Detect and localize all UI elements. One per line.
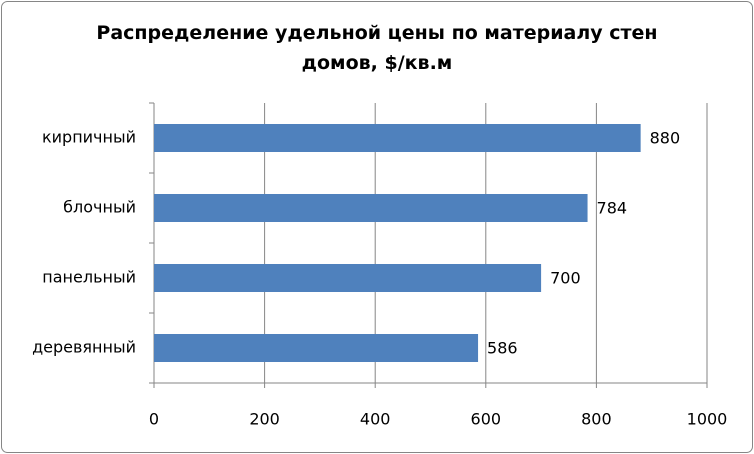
data-label: 784 <box>597 199 628 218</box>
data-label: 700 <box>550 269 581 288</box>
y-tick-label: блочный <box>63 198 136 217</box>
x-tick-label: 0 <box>149 410 159 429</box>
x-tick-label: 600 <box>471 410 502 429</box>
y-tick-label: кирпичный <box>42 128 136 147</box>
bar <box>154 264 542 292</box>
bar <box>154 334 479 362</box>
x-tick-label: 400 <box>360 410 391 429</box>
y-tick-label: деревянный <box>32 338 136 357</box>
chart-title: Распределение удельной цены по материалу… <box>96 22 658 74</box>
bar <box>154 194 588 222</box>
x-tick-label: 1000 <box>687 410 728 429</box>
data-label: 880 <box>650 129 681 148</box>
data-label: 586 <box>487 339 518 358</box>
x-tick-label: 200 <box>249 410 280 429</box>
y-tick-label: панельный <box>42 268 136 287</box>
bar <box>154 124 641 152</box>
x-tick-label: 800 <box>581 410 612 429</box>
